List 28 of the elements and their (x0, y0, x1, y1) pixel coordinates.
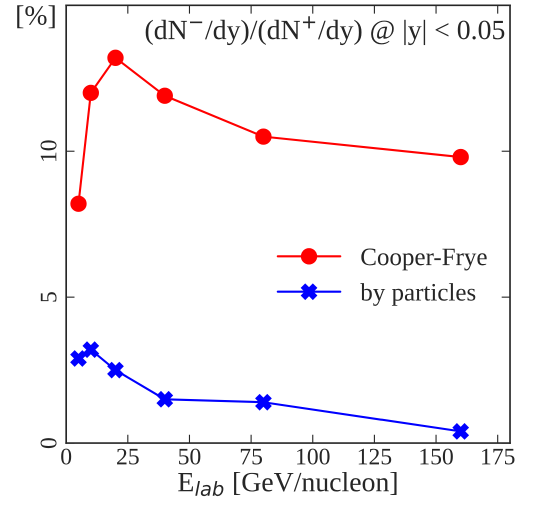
x-tick-label: 150 (420, 448, 453, 465)
point (82, 342, 99, 358)
x-tick-label: 0 (61, 448, 72, 465)
x-axis-title: E$_{lab}$ [GeV/nucleon] (178, 472, 397, 496)
point (70, 350, 87, 367)
point (70, 196, 87, 212)
y-tick-label: 0 (40, 438, 57, 448)
point (156, 88, 173, 104)
x-tick-label: 100 (297, 448, 330, 465)
legend-label: Cooper-Frye (361, 248, 487, 270)
point (107, 50, 124, 66)
x-tick-label: 75 (240, 448, 262, 465)
x-tick-label: 175 (482, 448, 514, 465)
point (255, 128, 272, 145)
point (255, 394, 272, 410)
y-tick-label: 10 (40, 140, 57, 161)
point (452, 148, 469, 166)
point (82, 84, 99, 102)
point (107, 362, 124, 378)
y-axis-title: [%] (17, 5, 55, 28)
point (156, 391, 173, 408)
chart-title: (dN$^{−}$/dy)/(dN$^{+}$/dy) @ |y| < 0.05 (146, 16, 504, 46)
x-tick-label: 125 (358, 448, 392, 465)
point (452, 423, 469, 440)
y-tick-label: 5 (40, 292, 57, 302)
legend-label: by particles (360, 283, 476, 306)
x-tick-label: 25 (117, 448, 139, 465)
x-tick-label: 50 (179, 448, 200, 465)
